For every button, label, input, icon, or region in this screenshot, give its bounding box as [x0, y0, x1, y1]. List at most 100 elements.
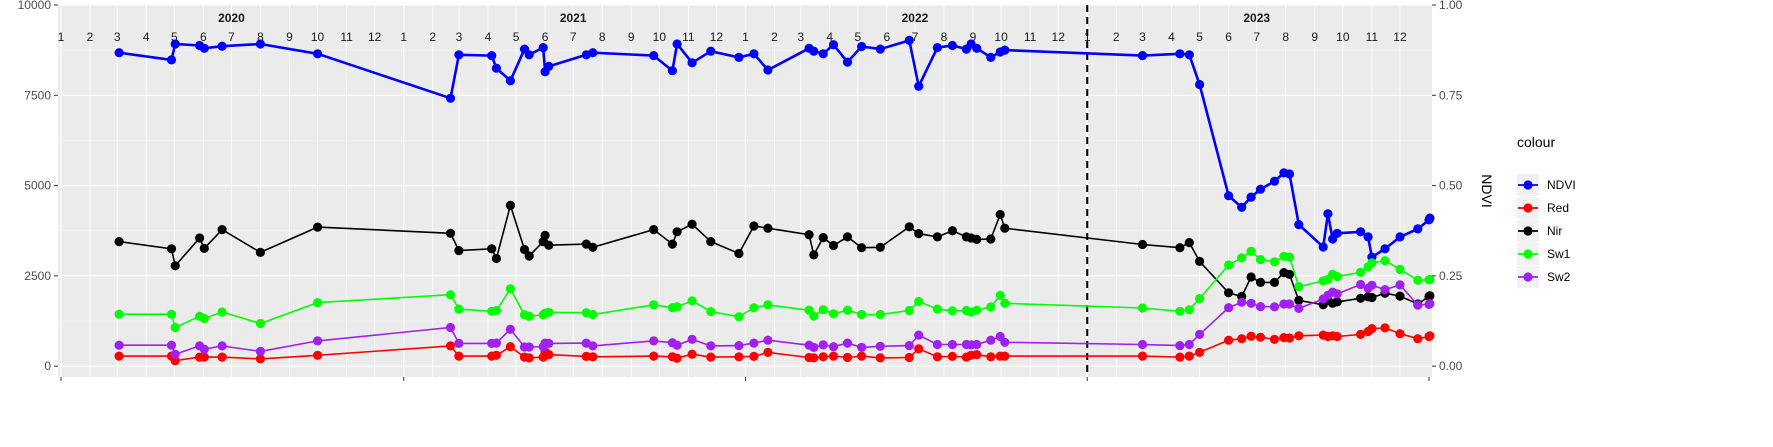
data-point [1184, 339, 1194, 350]
legend-label-ndvi: NDVI [1547, 178, 1576, 192]
month-label: 3 [114, 30, 121, 44]
data-point [1294, 282, 1304, 292]
month-label: 12 [1393, 30, 1407, 44]
month-label: 12 [1052, 30, 1066, 44]
data-point [1000, 337, 1010, 347]
year-label: 2022 [902, 11, 929, 25]
month-label: 5 [513, 30, 520, 44]
data-point [544, 307, 554, 317]
month-label: 10 [1336, 30, 1350, 44]
data-point [904, 352, 914, 363]
data-point [588, 352, 598, 362]
month-label: 10 [653, 30, 667, 44]
data-point [706, 341, 716, 351]
data-point [1224, 191, 1234, 201]
data-point [818, 340, 828, 350]
data-point [1363, 232, 1373, 242]
data-point [454, 50, 464, 60]
data-point [1269, 257, 1280, 267]
data-point [932, 352, 943, 362]
legend-label-red: Red [1547, 201, 1569, 215]
data-point [199, 43, 209, 53]
data-point [1284, 169, 1295, 179]
data-point [1137, 51, 1148, 61]
data-point [1269, 334, 1280, 344]
data-point [687, 296, 697, 306]
data-point [588, 48, 598, 58]
data-point [1294, 331, 1304, 341]
data-point [649, 51, 659, 61]
month-label: 10 [994, 30, 1008, 44]
data-point [1137, 303, 1148, 313]
data-point [313, 350, 323, 360]
legend-key-dot [1523, 249, 1533, 259]
month-label: 2 [1113, 30, 1120, 44]
data-point [734, 312, 744, 322]
data-point [255, 318, 265, 329]
month-label: 1 [400, 30, 407, 44]
data-point [1255, 184, 1266, 194]
data-point [1294, 220, 1304, 230]
left-tick-label: 10000 [18, 0, 52, 12]
month-label: 5 [1196, 30, 1203, 44]
data-point [857, 309, 867, 320]
series-ndvi [114, 35, 1435, 262]
data-point [544, 61, 554, 71]
month-label: 1 [58, 30, 65, 44]
data-point [1246, 192, 1256, 202]
month-label: 10 [311, 30, 325, 44]
data-point [199, 344, 209, 354]
data-point [1332, 228, 1342, 238]
data-point [649, 351, 659, 361]
data-point [544, 350, 554, 360]
data-point [667, 239, 678, 249]
month-label: 11 [1366, 30, 1379, 44]
data-point [706, 46, 716, 56]
data-point [904, 35, 914, 46]
left-tick-label: 7500 [24, 88, 51, 102]
data-point [1425, 291, 1435, 301]
data-point [1413, 224, 1423, 234]
data-point [114, 237, 124, 247]
data-point [986, 302, 996, 312]
data-point [875, 353, 885, 363]
data-point [487, 244, 497, 254]
data-point [1284, 333, 1295, 343]
legend-label-sw2: Sw2 [1547, 270, 1571, 284]
data-point [454, 304, 464, 314]
series-sw1 [114, 246, 1435, 333]
data-point [986, 234, 996, 244]
data-point [1237, 297, 1247, 307]
month-label: 8 [257, 30, 264, 44]
grid-lines [58, 4, 1432, 377]
data-point [972, 305, 982, 315]
data-point [114, 48, 124, 58]
month-label: 8 [599, 30, 606, 44]
data-point [875, 309, 885, 320]
data-point [749, 303, 759, 313]
data-point [524, 311, 534, 321]
data-point [914, 229, 924, 239]
data-point [445, 228, 456, 238]
data-point [828, 351, 839, 361]
data-point [1237, 202, 1247, 212]
data-point [763, 347, 773, 357]
data-point [972, 350, 982, 360]
data-point [842, 305, 853, 315]
data-point [217, 341, 227, 351]
axes: 0 2500 5000 7500 10000 0.00 0.25 0.50 0.75 1.00 [18, 0, 1463, 381]
data-point [1000, 45, 1010, 55]
data-point [672, 39, 682, 49]
data-point [1332, 289, 1342, 299]
data-point [217, 307, 227, 317]
data-point [505, 284, 515, 294]
data-point [828, 342, 839, 352]
data-point [1175, 306, 1185, 316]
month-label: 12 [368, 30, 382, 44]
month-label: 6 [200, 30, 207, 44]
data-point [706, 352, 716, 362]
data-point [1269, 176, 1280, 186]
month-label: 5 [171, 30, 178, 44]
data-point [445, 341, 456, 351]
data-point [491, 63, 501, 73]
